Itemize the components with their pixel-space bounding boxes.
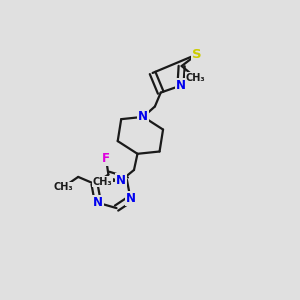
Text: N: N <box>138 110 148 123</box>
Text: N: N <box>116 174 126 187</box>
Text: CH₃: CH₃ <box>93 176 112 187</box>
Text: N: N <box>93 196 103 209</box>
Text: S: S <box>192 48 202 61</box>
Text: F: F <box>102 152 110 165</box>
Text: CH₃: CH₃ <box>53 182 73 192</box>
Text: N: N <box>176 79 185 92</box>
Text: CH₃: CH₃ <box>186 73 206 82</box>
Text: N: N <box>125 192 136 206</box>
